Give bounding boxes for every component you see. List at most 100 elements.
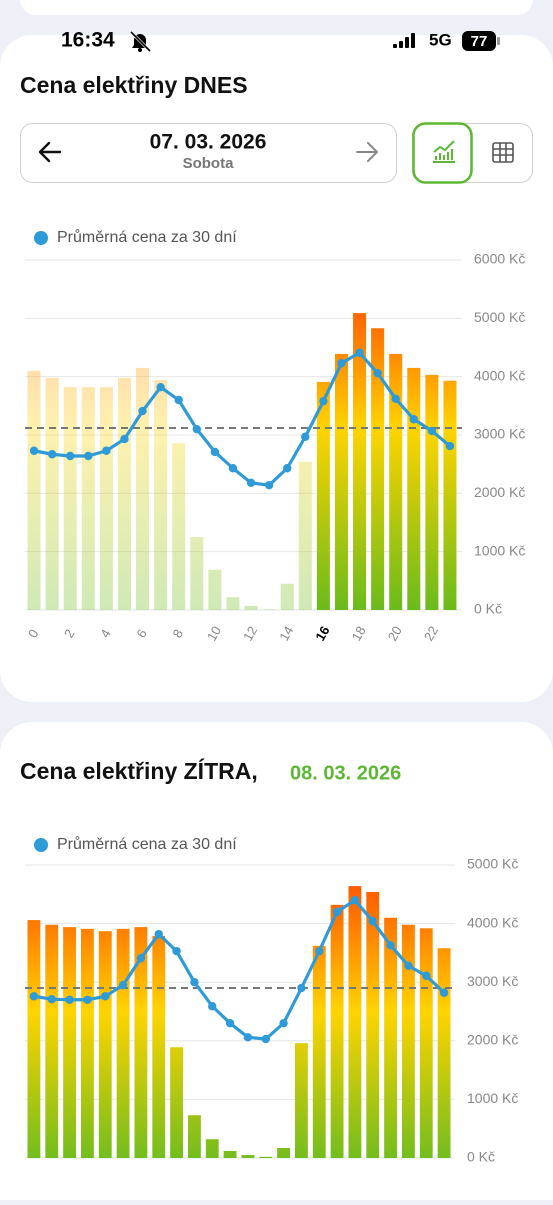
average-price-point xyxy=(355,348,364,357)
average-price-point xyxy=(136,953,146,963)
y-tick-label: 1000 Kč xyxy=(474,542,525,558)
bar xyxy=(316,381,330,610)
chart-icon xyxy=(433,140,455,163)
card-title: Cena elektřiny DNES xyxy=(20,72,248,98)
bar xyxy=(280,583,294,610)
average-price-point xyxy=(29,446,39,455)
bar xyxy=(334,353,348,610)
average-price-point xyxy=(118,980,128,990)
y-tick-label: 5000 Kč xyxy=(467,856,518,872)
bar xyxy=(208,569,222,610)
average-price-point xyxy=(246,478,256,488)
y-tick-label: 3000 Kč xyxy=(474,426,525,442)
average-price-point xyxy=(65,995,74,1004)
bar xyxy=(259,1156,273,1158)
average-price-point xyxy=(190,978,199,987)
average-price-point xyxy=(409,415,418,424)
tomorrow-date: 08. 03. 2026 xyxy=(290,762,401,784)
prev-day[interactable] xyxy=(38,141,62,163)
average-price-point xyxy=(84,451,93,461)
bar xyxy=(190,537,204,610)
average-price-point xyxy=(445,441,455,451)
bar xyxy=(170,1047,184,1158)
average-price-point xyxy=(210,447,220,457)
legend-marker xyxy=(34,231,48,245)
average-price-point xyxy=(404,961,413,970)
clock: 16:34 xyxy=(61,29,115,52)
y-tick-label: 3000 Kč xyxy=(467,973,518,989)
bar xyxy=(223,1150,237,1158)
bar xyxy=(134,927,148,1158)
bar xyxy=(45,377,59,610)
bar xyxy=(262,609,276,610)
bar xyxy=(154,380,168,610)
bar xyxy=(27,370,41,610)
average-price-point xyxy=(154,929,163,939)
bar xyxy=(244,605,258,610)
signal-icon xyxy=(393,33,415,48)
x-tick-label: 10 xyxy=(204,623,224,643)
x-tick-label: 18 xyxy=(349,623,369,643)
date: 07. 03. 2026 xyxy=(150,131,267,154)
bar xyxy=(294,1043,308,1158)
bar xyxy=(45,924,59,1158)
average-price-point xyxy=(279,1019,288,1028)
bar xyxy=(117,377,131,610)
average-price-point xyxy=(264,480,274,490)
bar xyxy=(205,1139,219,1158)
bar xyxy=(389,353,403,610)
average-price-point xyxy=(102,446,111,455)
y-tick-label: 1000 Kč xyxy=(467,1090,518,1106)
battery-level: 77 xyxy=(471,33,488,50)
y-tick-label: 0 Kč xyxy=(467,1149,495,1165)
bar xyxy=(366,891,380,1158)
bar xyxy=(241,1155,255,1158)
average-price-point xyxy=(101,992,110,1001)
average-price-point xyxy=(386,941,395,950)
bar xyxy=(172,443,186,610)
bar xyxy=(63,387,77,610)
bar xyxy=(63,927,77,1158)
average-price-point xyxy=(243,1033,253,1042)
x-tick-label: 12 xyxy=(240,623,260,643)
table-view[interactable] xyxy=(492,142,514,163)
average-price-point xyxy=(120,434,129,444)
average-price-point xyxy=(337,359,346,368)
average-price-point xyxy=(47,450,57,459)
average-price-point xyxy=(228,464,238,473)
bar xyxy=(437,948,451,1158)
chart-view[interactable] xyxy=(412,122,473,184)
average-price-point xyxy=(368,917,377,926)
bar xyxy=(152,935,166,1158)
average-price-point xyxy=(427,426,437,436)
y-tick-label: 0 Kč xyxy=(474,601,502,617)
average-price-point xyxy=(315,946,324,956)
average-price-point xyxy=(422,971,431,980)
y-tick-label: 4000 Kč xyxy=(474,367,525,383)
average-price-point xyxy=(319,396,328,406)
bar xyxy=(407,367,421,610)
bar xyxy=(384,917,398,1158)
next-day[interactable] xyxy=(356,142,378,162)
date-navigator xyxy=(20,123,397,183)
average-price-point xyxy=(47,994,56,1004)
bar xyxy=(330,904,344,1158)
average-price-point xyxy=(29,992,39,1001)
weekday: Sobota xyxy=(183,155,234,172)
average-price-point xyxy=(156,382,165,392)
legend-label: Průměrná cena za 30 dní xyxy=(57,228,237,246)
average-price-point xyxy=(225,1019,235,1028)
bar xyxy=(353,313,367,610)
bar xyxy=(419,928,433,1158)
average-price-point xyxy=(283,464,292,473)
battery-tip xyxy=(497,37,500,45)
bar xyxy=(98,931,112,1158)
y-tick-label: 2000 Kč xyxy=(474,484,525,500)
y-tick-label: 6000 Kč xyxy=(474,251,525,267)
average-price-point xyxy=(391,394,400,404)
average-price-point xyxy=(373,368,382,378)
y-tick-label: 5000 Kč xyxy=(474,309,525,325)
battery xyxy=(462,31,496,51)
bar xyxy=(425,374,439,610)
average-price-point xyxy=(138,406,147,416)
